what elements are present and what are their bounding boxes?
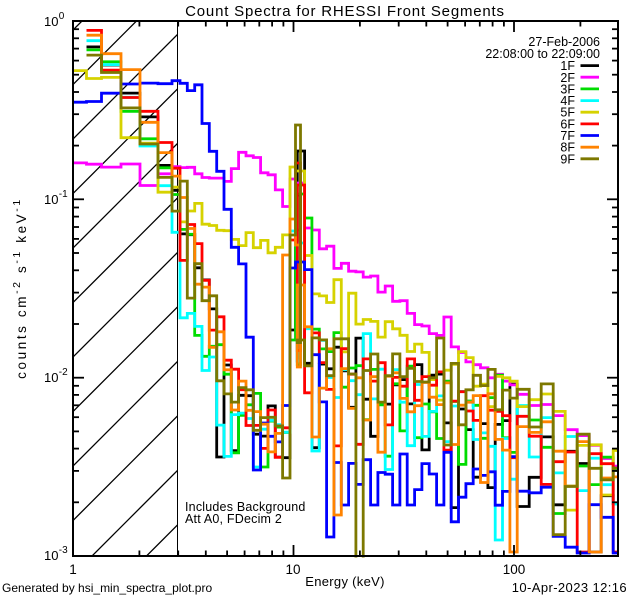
svg-text:10: 10 [44, 192, 58, 207]
svg-text:8F: 8F [560, 141, 575, 155]
svg-text:1: 1 [69, 562, 77, 577]
svg-text:100: 100 [503, 562, 526, 577]
svg-text:6F: 6F [560, 117, 575, 131]
svg-text:3F: 3F [560, 82, 575, 96]
svg-text:Count Spectra for RHESSI Front: Count Spectra for RHESSI Front Segments [185, 3, 505, 20]
svg-text:-2: -2 [59, 367, 68, 378]
svg-text:27-Feb-2006: 27-Feb-2006 [528, 35, 600, 49]
svg-text:10: 10 [44, 370, 58, 385]
svg-text:-3: -3 [59, 545, 68, 556]
svg-text:10: 10 [44, 548, 58, 563]
svg-text:5F: 5F [560, 106, 575, 120]
svg-text:1F: 1F [560, 59, 575, 73]
svg-text:-1: -1 [59, 189, 68, 200]
svg-text:Includes Background: Includes Background [185, 500, 306, 514]
svg-text:Generated by hsi_min_spectra_p: Generated by hsi_min_spectra_plot.pro [2, 581, 212, 595]
svg-text:4F: 4F [560, 94, 575, 108]
svg-text:9F: 9F [560, 152, 575, 166]
svg-text:2F: 2F [560, 71, 575, 85]
svg-text:10-Apr-2023 12:16: 10-Apr-2023 12:16 [512, 580, 627, 595]
svg-text:10: 10 [44, 14, 58, 29]
svg-text:counts cm-2 s-1 keV-1: counts cm-2 s-1 keV-1 [11, 197, 29, 379]
svg-text:Att A0, FDecim 2: Att A0, FDecim 2 [185, 512, 282, 526]
svg-text:10: 10 [285, 562, 300, 577]
svg-text:7F: 7F [560, 129, 575, 143]
svg-text:0: 0 [59, 11, 65, 22]
svg-text:Energy (keV): Energy (keV) [305, 574, 384, 589]
svg-text:22:08:00 to 22:09:00: 22:08:00 to 22:09:00 [485, 47, 600, 61]
